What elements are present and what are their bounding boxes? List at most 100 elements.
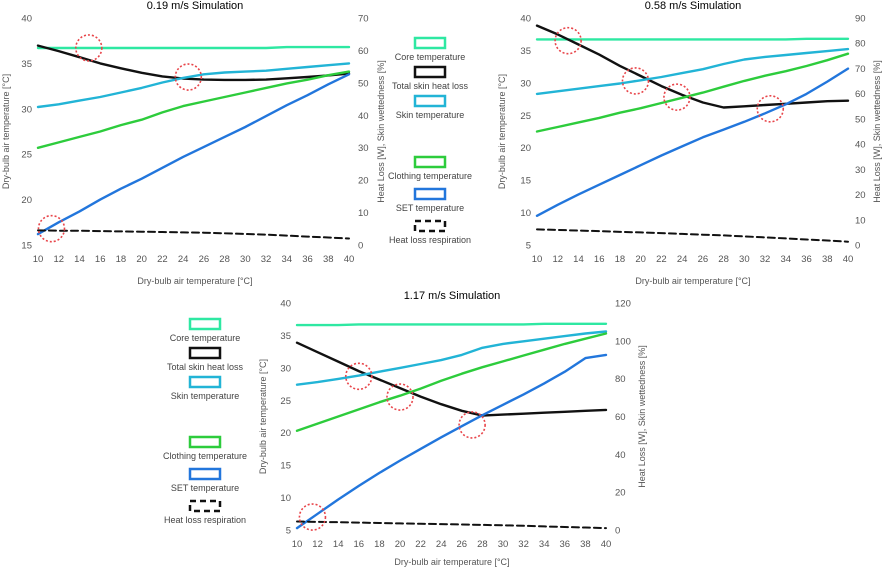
y-tick-label: 5	[526, 241, 531, 252]
series-line-set	[295, 353, 608, 530]
x-tick-label: 10	[532, 254, 543, 265]
highlight-circle	[298, 503, 327, 531]
y-tick-label: 5	[286, 526, 291, 537]
x-tick-label: 24	[436, 539, 447, 550]
y-tick-label: 30	[21, 104, 32, 115]
series-line-skin_heat_loss	[36, 44, 351, 82]
x-tick-label: 40	[843, 254, 854, 265]
legend-swatch-clothing	[188, 435, 222, 449]
x-axis-title: Dry-bulb air temperature [°C]	[635, 276, 750, 286]
y2-tick-label: 40	[615, 450, 626, 461]
y2-tick-label: 90	[855, 14, 866, 25]
series-line-respiration	[536, 228, 849, 243]
highlight-circle	[554, 26, 582, 55]
x-tick-label: 12	[312, 539, 323, 550]
x-axis-title: Dry-bulb air temperature [°C]	[394, 557, 509, 567]
y-tick-label: 40	[21, 14, 32, 25]
y2-tick-label: 70	[855, 64, 866, 75]
x-tick-label: 38	[580, 539, 591, 550]
chart-title: 0.58 m/s Simulation	[645, 0, 742, 12]
series-line-respiration	[296, 520, 607, 530]
series-line-set	[36, 73, 351, 236]
y2-tick-label: 40	[855, 140, 866, 151]
x-tick-label: 28	[219, 254, 230, 265]
legend-label-clothing: Clothing temperature	[163, 451, 247, 461]
x-tick-label: 12	[552, 254, 563, 265]
x-tick-label: 30	[240, 254, 251, 265]
y-tick-label: 10	[280, 493, 291, 504]
highlight-circle	[386, 383, 414, 411]
legend-label-skin_temp: Skin temperature	[396, 110, 465, 120]
x-tick-label: 20	[635, 254, 646, 265]
x-tick-label: 18	[615, 254, 626, 265]
y-tick-label: 40	[280, 299, 291, 310]
legend-label-set: SET temperature	[171, 483, 239, 493]
x-tick-label: 40	[344, 254, 355, 265]
y-axis-title: Dry-bulb air temperature [°C]	[258, 359, 268, 474]
legend-label-skin_heat_loss: Total skin heat loss	[167, 362, 244, 372]
x-tick-label: 18	[116, 254, 127, 265]
y2-tick-label: 70	[358, 14, 369, 25]
legend-label-core: Core temperature	[395, 52, 466, 62]
legend-label-skin_heat_loss: Total skin heat loss	[392, 81, 469, 91]
y-tick-label: 40	[520, 14, 531, 25]
y2-tick-label: 10	[855, 215, 866, 226]
y-tick-label: 20	[21, 195, 32, 206]
x-tick-label: 34	[781, 254, 792, 265]
x-tick-label: 14	[573, 254, 584, 265]
legend-1: Core temperature Total skin heat loss Skin…	[388, 36, 472, 245]
legend-swatch-core	[413, 36, 447, 50]
y-axis-title: Dry-bulb air temperature [°C]	[497, 74, 507, 189]
chart-2: 0.58 m/s Simulation 10 12 14 16 18 20 22 24 26 28 3…	[497, 0, 882, 286]
y-tick-label: 15	[21, 241, 32, 252]
legend-swatch-respiration	[188, 499, 222, 513]
y2-tick-label: 0	[855, 241, 860, 252]
highlight-circle	[663, 83, 691, 111]
x-tick-label: 22	[157, 254, 168, 265]
x-tick-label: 22	[415, 539, 426, 550]
series-line-set	[535, 67, 850, 218]
x-tick-label: 32	[518, 539, 529, 550]
y2-tick-label: 20	[358, 176, 369, 187]
x-tick-label: 34	[539, 539, 550, 550]
x-tick-label: 40	[601, 539, 612, 550]
x-tick-label: 10	[33, 254, 44, 265]
x-tick-label: 30	[739, 254, 750, 265]
legend-label-skin_temp: Skin temperature	[171, 391, 240, 401]
series-line-clothing	[36, 70, 351, 150]
y2-axis-title: Heat Loss [W], Skin wettedness [%]	[637, 345, 647, 488]
x-tick-label: 16	[354, 539, 365, 550]
series-line-skin_temp	[535, 47, 850, 96]
x-axis-title: Dry-bulb air temperature [°C]	[137, 276, 252, 286]
y-tick-label: 30	[280, 363, 291, 374]
x-tick-label: 36	[302, 254, 313, 265]
x-tick-label: 32	[261, 254, 272, 265]
series-line-clothing	[535, 52, 850, 133]
legend-swatch-skin_heat_loss	[413, 65, 447, 79]
y-tick-label: 15	[520, 176, 531, 187]
x-tick-label: 12	[53, 254, 64, 265]
highlight-circle	[74, 34, 103, 62]
y-tick-label: 10	[520, 208, 531, 219]
legend-label-core: Core temperature	[170, 333, 241, 343]
x-tick-label: 14	[333, 539, 344, 550]
y2-tick-label: 120	[615, 299, 631, 310]
y2-tick-label: 30	[358, 143, 369, 154]
series-line-core	[36, 45, 351, 50]
y2-axis-title: Heat Loss [W], Skin wettedness [%]	[376, 60, 386, 203]
legend-swatch-skin_temp	[413, 94, 447, 108]
y-tick-label: 35	[21, 59, 32, 70]
x-tick-label: 20	[395, 539, 406, 550]
x-tick-label: 10	[292, 539, 303, 550]
chart-1: 0.19 m/s Simulation 10 12 14 16 18 20 22 24 26 28 3…	[1, 0, 386, 286]
y2-tick-label: 50	[358, 78, 369, 89]
y-tick-label: 25	[280, 396, 291, 407]
y2-tick-label: 20	[855, 190, 866, 201]
y2-tick-label: 80	[615, 374, 626, 385]
series-line-skin_heat_loss	[295, 341, 608, 417]
x-tick-label: 36	[801, 254, 812, 265]
legend-label-clothing: Clothing temperature	[388, 171, 472, 181]
x-tick-label: 24	[178, 254, 189, 265]
x-tick-label: 38	[323, 254, 334, 265]
